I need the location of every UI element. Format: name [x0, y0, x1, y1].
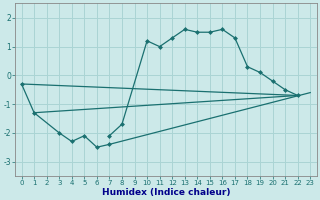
X-axis label: Humidex (Indice chaleur): Humidex (Indice chaleur) [102, 188, 230, 197]
